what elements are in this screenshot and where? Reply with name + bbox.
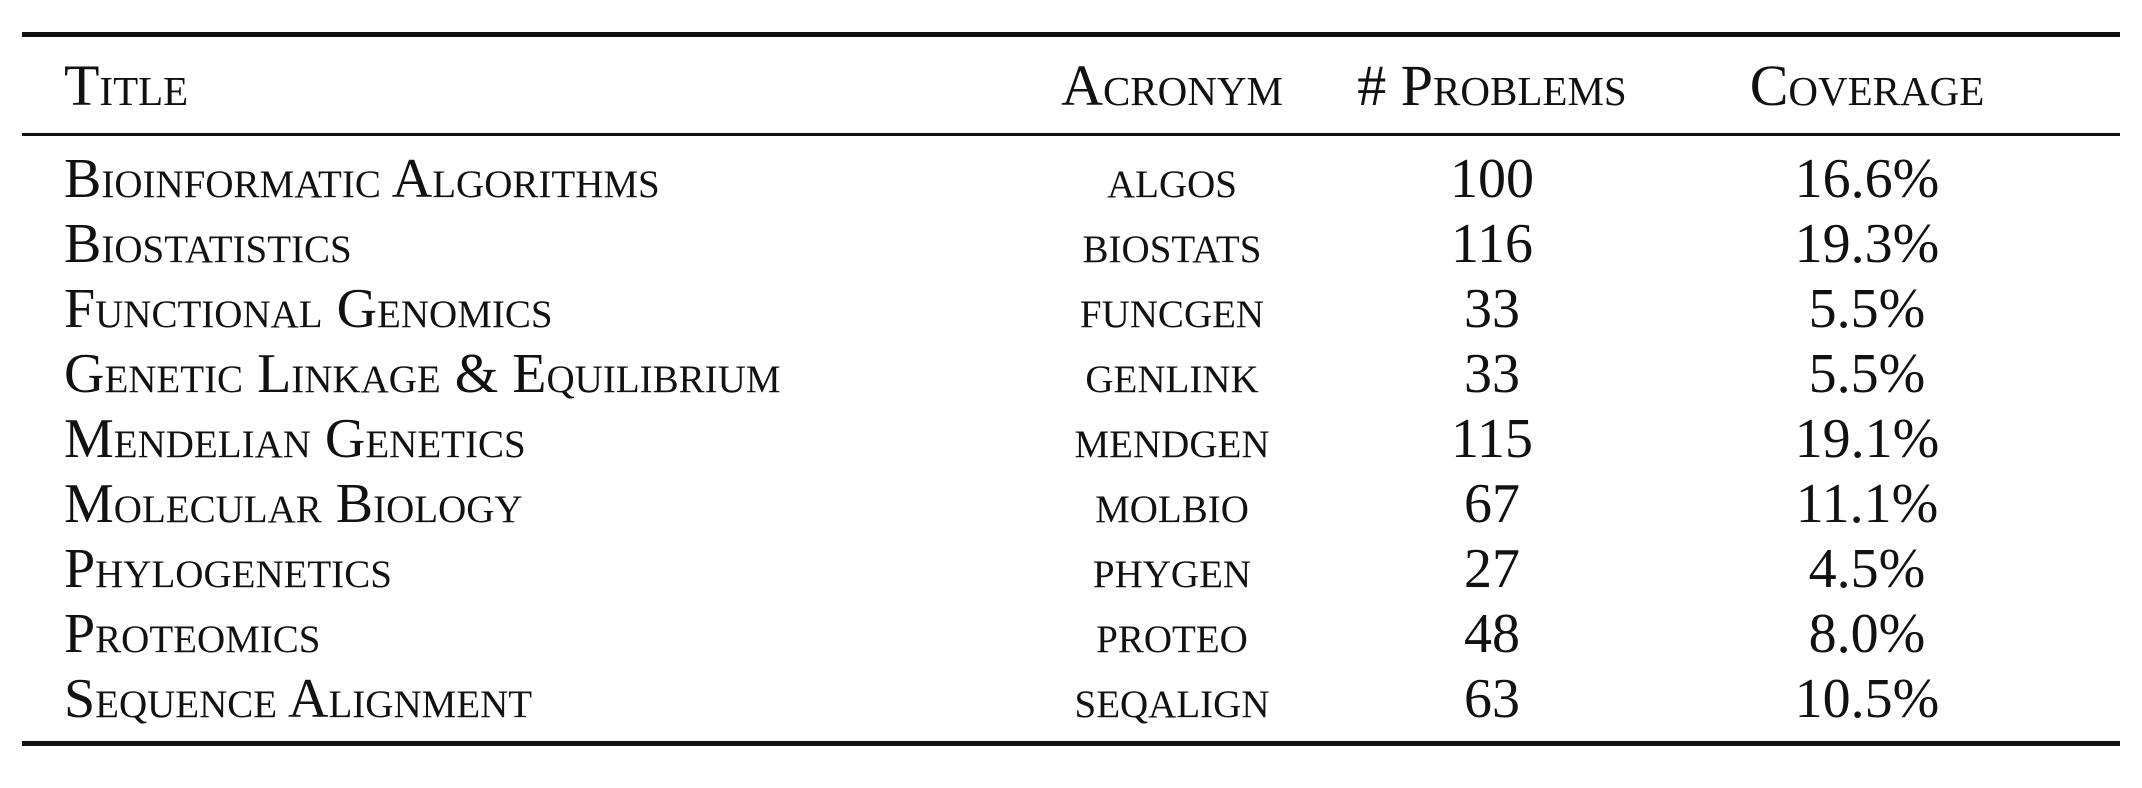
table-header-row: Title Acronym # Problems Coverage: [22, 37, 2120, 133]
table-top-rule: [22, 32, 2120, 37]
header-title: Title: [64, 52, 189, 118]
row-title: Phylogenetics: [64, 537, 392, 600]
row-title: Functional Genomics: [64, 277, 553, 340]
table-row: Genetic Linkage & Equilibrium genlink 33…: [22, 341, 2120, 406]
row-problems: 116: [1451, 212, 1533, 275]
row-problems: 33: [1464, 342, 1520, 405]
table-row: Mendelian Genetics mendgen 115 19.1%: [22, 406, 2120, 471]
table-row: Biostatistics biostats 116 19.3%: [22, 211, 2120, 276]
row-title: Mendelian Genetics: [64, 407, 526, 470]
row-acronym: phygen: [1092, 537, 1252, 600]
row-problems: 63: [1464, 667, 1520, 730]
table-row: Sequence Alignment seqalign 63 10.5%: [22, 666, 2120, 731]
row-problems: 27: [1464, 537, 1520, 600]
row-coverage: 19.3%: [1794, 212, 1940, 275]
table-row: Phylogenetics phygen 27 4.5%: [22, 536, 2120, 601]
row-coverage: 5.5%: [1808, 277, 1926, 340]
row-coverage: 10.5%: [1794, 667, 1940, 730]
row-problems: 100: [1450, 147, 1534, 210]
table-header-rule: [22, 133, 2120, 136]
row-coverage: 16.6%: [1794, 147, 1940, 210]
row-acronym: mendgen: [1074, 407, 1270, 470]
row-acronym: biostats: [1082, 212, 1262, 275]
row-problems: 115: [1451, 407, 1533, 470]
table-bottom-rule: [22, 741, 2120, 746]
row-acronym: molbio: [1095, 472, 1249, 535]
row-coverage: 19.1%: [1794, 407, 1940, 470]
row-title: Molecular Biology: [64, 472, 523, 535]
row-problems: 67: [1464, 472, 1520, 535]
row-title: Proteomics: [64, 602, 321, 665]
table-row: Functional Genomics funcgen 33 5.5%: [22, 276, 2120, 341]
row-acronym: algos: [1106, 147, 1237, 210]
row-coverage: 8.0%: [1808, 602, 1926, 665]
row-acronym: proteo: [1096, 602, 1248, 665]
header-coverage: Coverage: [1749, 52, 1985, 118]
row-title: Bioinformatic Algorithms: [64, 147, 660, 210]
header-acronym: Acronym: [1061, 52, 1283, 118]
row-problems: 48: [1464, 602, 1520, 665]
table-body: Bioinformatic Algorithms algos 100 16.6%…: [22, 146, 2120, 731]
table-row: Bioinformatic Algorithms algos 100 16.6%: [22, 146, 2120, 211]
header-problems: # Problems: [1357, 52, 1627, 118]
problem-category-table: Title Acronym # Problems Coverage Bioinf…: [22, 32, 2120, 746]
row-title: Sequence Alignment: [64, 667, 533, 730]
table-row: Molecular Biology molbio 67 11.1%: [22, 471, 2120, 536]
row-acronym: funcgen: [1079, 277, 1265, 340]
row-problems: 33: [1464, 277, 1520, 340]
row-title: Genetic Linkage & Equilibrium: [64, 342, 781, 405]
row-acronym: genlink: [1085, 342, 1259, 405]
row-coverage: 11.1%: [1795, 472, 1939, 535]
row-coverage: 5.5%: [1808, 342, 1926, 405]
row-title: Biostatistics: [64, 212, 352, 275]
table-row: Proteomics proteo 48 8.0%: [22, 601, 2120, 666]
row-coverage: 4.5%: [1808, 537, 1926, 600]
row-acronym: seqalign: [1074, 667, 1270, 730]
